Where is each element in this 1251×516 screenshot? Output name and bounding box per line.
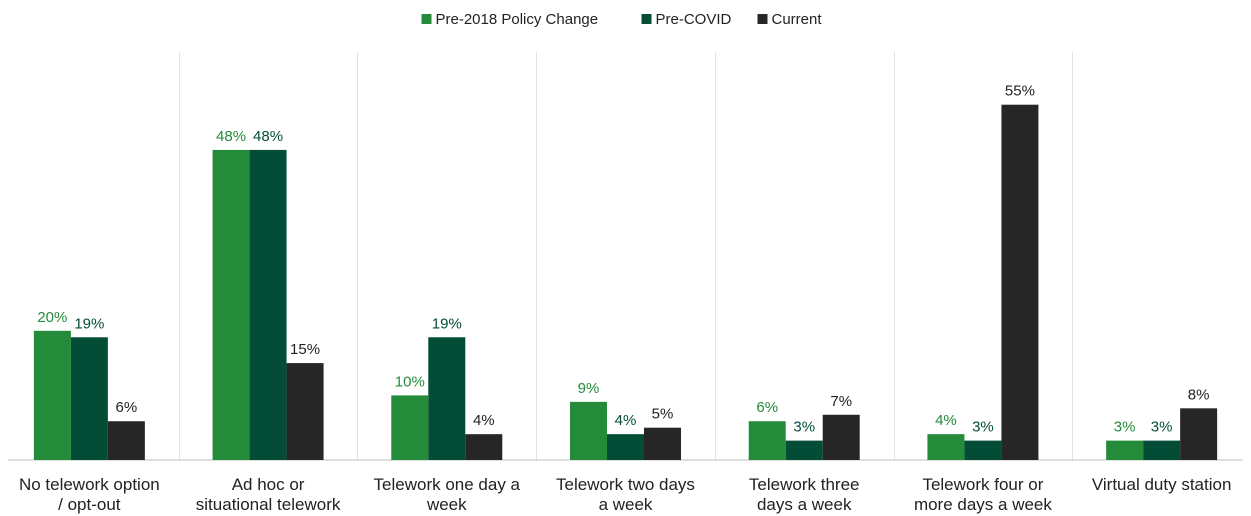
- category-label: Telework three: [749, 475, 860, 494]
- legend-item: Pre-COVID: [641, 11, 732, 28]
- data-label: 15%: [290, 341, 320, 358]
- data-label: 9%: [578, 380, 600, 397]
- bar: [570, 401, 607, 460]
- data-label: 48%: [216, 128, 246, 145]
- category-label: No telework option: [19, 475, 160, 494]
- bar: [607, 434, 644, 460]
- legend-label: Pre-2018 Policy Change: [436, 11, 599, 28]
- data-label: 3%: [972, 419, 994, 436]
- data-label: 3%: [1151, 419, 1173, 436]
- bar: [964, 440, 1002, 460]
- bar: [785, 440, 823, 460]
- bars-layer: [33, 104, 1218, 461]
- bar: [1143, 440, 1181, 460]
- bar: [748, 421, 786, 460]
- chart-legend: Pre-2018 Policy Change Pre-COVID Current: [421, 11, 823, 28]
- category-label: week: [426, 495, 467, 514]
- bar: [1106, 440, 1144, 460]
- data-label: 55%: [1005, 83, 1035, 100]
- data-label: 4%: [935, 412, 957, 429]
- legend-item: Pre-2018 Policy Change: [421, 11, 599, 28]
- bar: [249, 149, 287, 461]
- bar: [1180, 408, 1218, 460]
- category-label: days a week: [757, 495, 852, 514]
- bar: [107, 421, 145, 460]
- category-label: a week: [599, 495, 653, 514]
- data-label: 6%: [116, 399, 138, 416]
- bar: [428, 337, 466, 460]
- category-label: Virtual duty station: [1092, 475, 1232, 494]
- bar: [1001, 104, 1039, 460]
- legend-swatch: [421, 14, 432, 24]
- bar: [822, 414, 860, 460]
- category-label: Telework four or: [922, 475, 1043, 494]
- data-label: 6%: [756, 399, 778, 416]
- category-separators: [179, 52, 1073, 460]
- data-label: 4%: [615, 412, 637, 429]
- legend-label: Pre-COVID: [656, 11, 732, 28]
- data-label: 3%: [793, 419, 815, 436]
- data-label: 8%: [1188, 386, 1210, 403]
- data-label: 20%: [37, 309, 67, 326]
- legend-swatch: [757, 14, 768, 24]
- category-label: Telework two days: [556, 475, 695, 494]
- data-label: 10%: [395, 373, 425, 390]
- bar: [212, 149, 250, 461]
- bar: [286, 363, 324, 460]
- legend-swatch: [641, 14, 652, 24]
- legend-label: Current: [772, 11, 823, 28]
- data-label: 7%: [830, 393, 852, 410]
- data-label: 3%: [1114, 419, 1136, 436]
- bar: [391, 395, 429, 460]
- data-label: 5%: [652, 406, 674, 423]
- data-label: 19%: [74, 315, 104, 332]
- category-label: Telework one day a: [374, 475, 521, 494]
- category-label: / opt-out: [58, 495, 121, 514]
- bar: [927, 434, 965, 460]
- data-label: 48%: [253, 128, 283, 145]
- data-labels-layer: 20% 19% 6% 48% 48% 15% 10% 19% 4% 9% 4% 5% 6% 3% 7% 4% 3…: [37, 83, 1209, 436]
- category-label: Ad hoc or: [232, 475, 305, 494]
- bar: [70, 337, 108, 460]
- category-label: more days a week: [914, 495, 1052, 514]
- category-labels-layer: No telework option/ opt-out Ad hoc orsitu…: [19, 475, 1231, 514]
- legend-item: Current: [757, 11, 823, 28]
- bar: [644, 427, 681, 460]
- bar: [33, 330, 71, 460]
- category-label: situational telework: [196, 495, 341, 514]
- data-label: 4%: [473, 412, 495, 429]
- bar: [465, 434, 503, 460]
- data-label: 19%: [432, 315, 462, 332]
